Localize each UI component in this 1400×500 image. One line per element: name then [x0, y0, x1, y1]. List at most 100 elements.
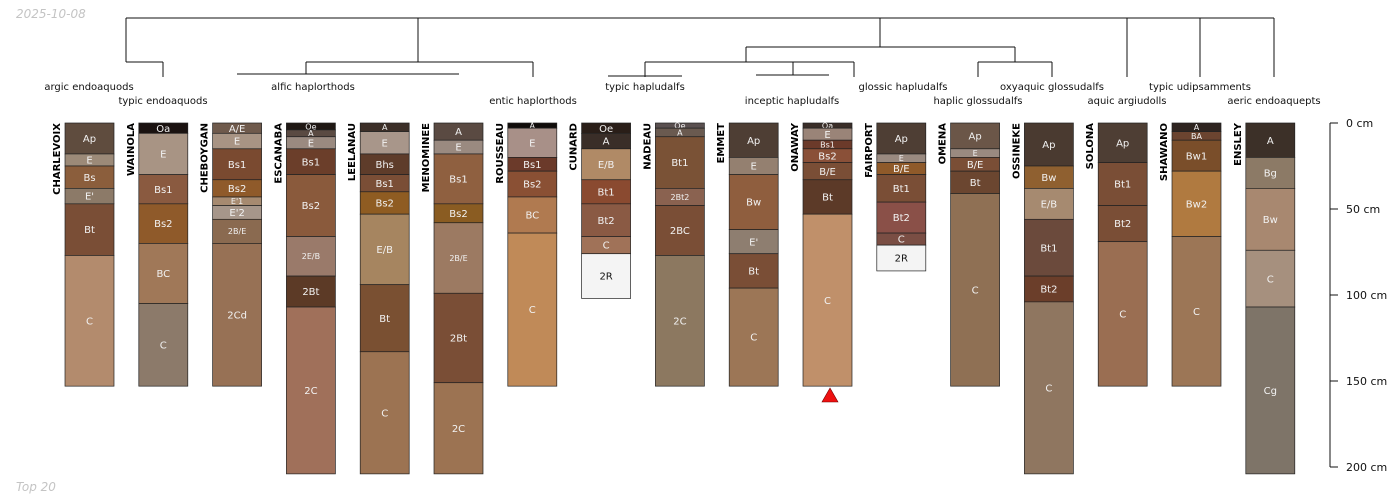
horizon-escanaba-6 [286, 275, 336, 308]
horizon-label: E' [749, 237, 758, 248]
horizon-label: A [382, 123, 388, 132]
horizon-leelanau-7 [359, 351, 410, 475]
profile-emmet: Ap E Bw E' Bt C EMMET [716, 122, 779, 387]
profile-name: MENOMINEE [421, 123, 432, 193]
horizon-label: 2Bt [302, 287, 319, 298]
profile-nadeau: OeA Bt1 2Bt2 2BC 2C NADEAU [642, 121, 705, 387]
depth-axis: 0 cm 50 cm 100 cm 150 cm 200 cm [1329, 117, 1387, 474]
horizon-label: E [455, 143, 461, 154]
horizon-label: C [86, 316, 93, 327]
horizon-label: Bt2 [1040, 285, 1057, 296]
taxon-label: inceptic hapludalfs [745, 96, 839, 107]
horizon-ensley-1 [1245, 157, 1296, 189]
horizon-label: 2R [599, 272, 612, 283]
horizon-label: E' [85, 192, 94, 203]
horizon-onaway-5 [802, 179, 853, 215]
horizon-label: Bs1 [228, 160, 246, 171]
profile-cunard: Oe A E/B Bt1 Bt2 C 2R CUNARD [569, 122, 631, 299]
profile-menominee: AE Bs1 Bs2 2B/E 2Bt 2C MENOMINEE [421, 122, 484, 475]
taxon-label: typic udipsamments [1149, 82, 1251, 93]
profile-wainola: Oa E Bs1 Bs2 BC C WAINOLA [126, 122, 189, 387]
horizon-label: Bs2 [818, 151, 836, 162]
axis-tick-label: 200 cm [1346, 461, 1387, 474]
horizon-menominee-6 [433, 382, 484, 475]
horizon-cunard-2 [581, 148, 631, 181]
horizon-label: E [234, 137, 240, 148]
horizon-label: E [529, 138, 535, 149]
horizon-label: Ap [1042, 140, 1055, 151]
horizon-label: BC [525, 211, 539, 222]
horizon-ensley-4 [1245, 306, 1296, 475]
horizon-label: Bs2 [375, 199, 393, 210]
horizon-ossineke-0 [1024, 122, 1074, 167]
horizon-label: A [677, 128, 683, 137]
horizon-escanaba-4 [286, 174, 336, 237]
horizon-label: 2Bt2 [670, 193, 689, 202]
horizon-label: 2Cd [227, 310, 247, 321]
horizon-onaway-6 [802, 213, 853, 387]
horizon-label: Oe [305, 122, 316, 131]
horizon-label: Bt [748, 267, 759, 278]
profile-name: CHARLEVOIX [52, 123, 63, 195]
horizon-label: C [1045, 383, 1052, 394]
taxon-label: alfic haplorthods [271, 82, 355, 93]
horizon-label: Bt1 [1040, 243, 1057, 254]
horizon-fairport-3 [876, 174, 927, 203]
profile-name: CUNARD [569, 123, 580, 171]
horizon-label: Bt1 [598, 187, 615, 198]
horizon-solona-0 [1097, 122, 1148, 163]
profile-name: LEELANAU [347, 123, 358, 181]
horizon-label: Bt2 [1114, 219, 1131, 230]
profile-charlevoix: Ap E Bs E' Bt C CHARLEVOIX [52, 122, 115, 387]
truncation-marker-icon [821, 387, 839, 403]
footer-stamp: Top 20 [16, 480, 56, 494]
horizon-label: BC [156, 269, 170, 280]
profile-fairport: Ap EB/E Bt1 Bt2 C 2R FAIRPORT [864, 122, 927, 272]
horizon-label: Cg [1264, 386, 1277, 397]
horizon-label: Bw [1041, 173, 1056, 184]
horizon-wainola-2 [138, 174, 189, 205]
horizon-emmet-5 [728, 287, 779, 387]
horizon-menominee-5 [433, 292, 484, 384]
horizon-label: E [751, 162, 757, 173]
axis-tick-label: 100 cm [1346, 289, 1387, 302]
horizon-nadeau-2 [655, 136, 705, 189]
horizon-label: E [973, 149, 978, 158]
horizon-label: 2B/E [449, 254, 467, 263]
horizon-label: Ap [895, 134, 908, 145]
horizon-label: 2B/E [228, 227, 246, 236]
axis-tick-label: 150 cm [1346, 375, 1387, 388]
horizon-label: Bs2 [302, 201, 320, 212]
horizon-label: C [898, 235, 905, 246]
horizon-label: E/B [598, 160, 615, 171]
horizon-ossineke-5 [1024, 301, 1074, 475]
horizon-nadeau-5 [655, 255, 705, 387]
horizon-omena-4 [950, 193, 1000, 387]
horizon-rousseau-3 [507, 170, 558, 198]
profile-name: SHAWANO [1159, 123, 1170, 181]
horizon-shawano-3 [1171, 170, 1222, 237]
horizon-label: Bt1 [893, 184, 910, 195]
horizon-label: C [972, 285, 979, 296]
horizon-ensley-0 [1245, 122, 1296, 158]
profile-name: WAINOLA [126, 123, 137, 176]
horizon-label: E'1 [231, 197, 243, 206]
horizon-label: Bt1 [1114, 180, 1131, 191]
horizon-label: A [455, 127, 462, 138]
horizon-label: Bs2 [523, 180, 541, 191]
horizon-label: E [160, 150, 166, 161]
taxon-label: typic endoaquods [118, 96, 207, 107]
horizon-label: Bs1 [154, 185, 172, 196]
horizon-label: 2C [673, 316, 686, 327]
horizon-label: C [824, 296, 831, 307]
profile-solona: Ap Bt1 Bt2 C SOLONA [1085, 122, 1148, 387]
horizon-label: Bw [746, 198, 761, 209]
horizon-label: C [381, 408, 388, 419]
horizon-charlevoix-4 [64, 203, 115, 256]
profile-omena: Ap E B/E Bt C OMENA [938, 122, 1000, 387]
horizon-label: Bt [84, 225, 95, 236]
profile-name: SOLONA [1085, 123, 1096, 170]
